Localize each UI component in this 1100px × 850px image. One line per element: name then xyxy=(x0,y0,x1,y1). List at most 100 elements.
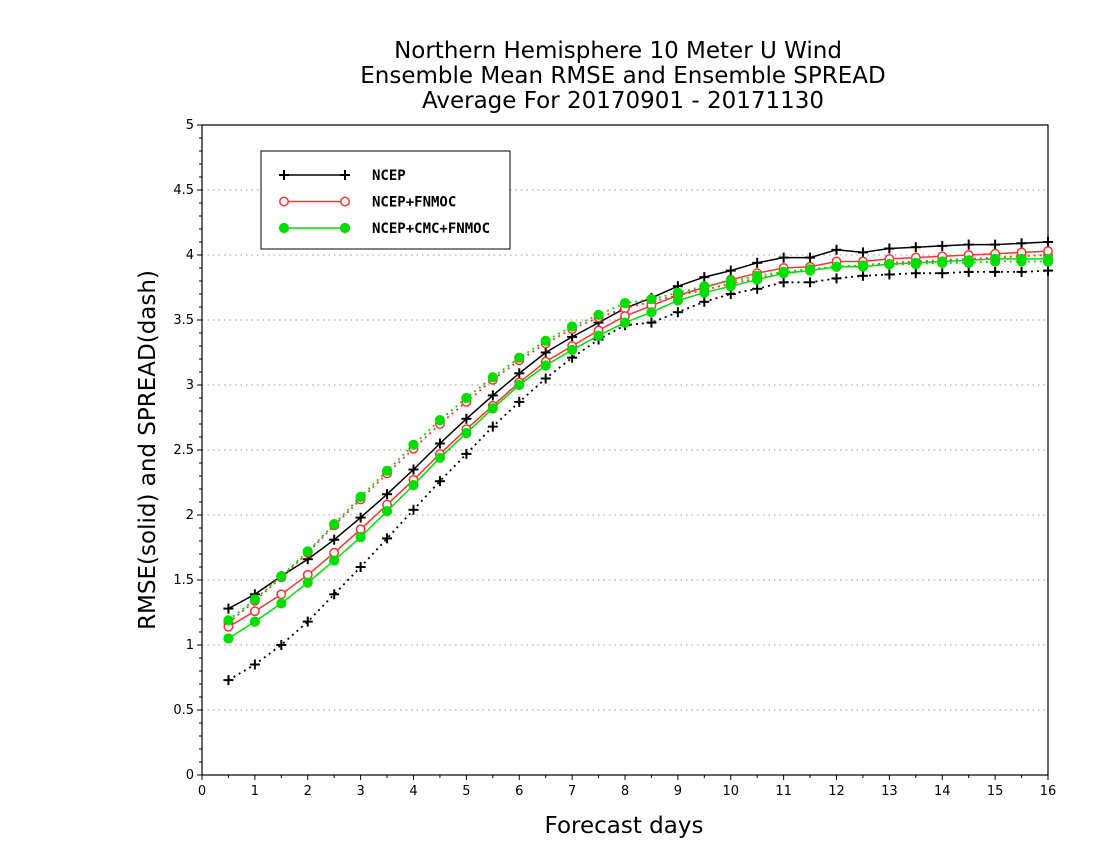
x-tick-label-5: 5 xyxy=(462,784,470,799)
y-tick-label-0: 0 xyxy=(186,768,194,783)
chart-title: Northern Hemisphere 10 Meter U Wind Ense… xyxy=(360,38,885,114)
legend-marker-start-ncep xyxy=(279,170,289,180)
y-tick-label-3: 1.5 xyxy=(173,573,194,588)
point-ncep-spread-24 xyxy=(857,270,868,281)
x-tick-label-10: 10 xyxy=(722,784,739,799)
legend: NCEP NCEP+FNMOC NCEP+CMC+FNMOC xyxy=(260,150,511,250)
y-tick-label-9: 4.5 xyxy=(173,183,194,198)
chart-title-line-3: Average For 20170901 - 20171130 xyxy=(422,88,824,114)
point-ncep-rmse-27 xyxy=(937,240,948,251)
point-ncep-cmc-fnmoc-rmse-22 xyxy=(804,265,816,276)
point-ncep-spread-8 xyxy=(434,476,445,487)
point-ncep-spread-16 xyxy=(646,317,657,328)
point-ncep-cmc-fnmoc-rmse-21 xyxy=(778,268,789,279)
y-tick-label-2: 1 xyxy=(186,638,194,653)
point-ncep-cmc-fnmoc-rmse-3 xyxy=(302,577,313,588)
point-ncep-cmc-fnmoc-rmse-24 xyxy=(857,261,869,272)
point-ncep-cmc-fnmoc-rmse-1 xyxy=(249,616,260,627)
x-tick-label-0: 0 xyxy=(198,784,206,799)
point-ncep-cmc-fnmoc-spread-5 xyxy=(355,491,366,502)
point-ncep-cmc-fnmoc-rmse-11 xyxy=(514,379,525,391)
x-axis-label: Forecast days xyxy=(545,813,704,839)
point-ncep-spread-22 xyxy=(805,277,816,288)
point-ncep-cmc-fnmoc-rmse-13 xyxy=(567,344,578,355)
point-ncep-spread-25 xyxy=(884,269,895,280)
point-ncep-cmc-fnmoc-rmse-2 xyxy=(276,598,287,609)
point-ncep-cmc-fnmoc-spread-6 xyxy=(381,465,393,476)
y-tick-label-5: 2.5 xyxy=(173,443,194,458)
point-ncep-cmc-fnmoc-rmse-28 xyxy=(963,255,974,266)
point-ncep-cmc-fnmoc-spread-16 xyxy=(646,294,657,305)
point-ncep-spread-18 xyxy=(699,296,710,307)
series-lines xyxy=(223,237,1054,686)
point-ncep-rmse-23 xyxy=(831,244,842,255)
point-ncep-spread-21 xyxy=(778,277,789,288)
point-ncep-cmc-fnmoc-rmse-26 xyxy=(910,257,921,268)
legend-marker-end-ncep-cmc-fnmoc xyxy=(339,222,351,234)
point-ncep-cmc-fnmoc-spread-3 xyxy=(302,546,313,557)
point-ncep-spread-7 xyxy=(408,504,419,515)
point-ncep-cmc-fnmoc-rmse-0 xyxy=(223,633,234,644)
point-ncep-cmc-fnmoc-spread-0 xyxy=(223,615,234,626)
point-ncep-fnmoc-rmse-1 xyxy=(249,606,260,617)
point-ncep-cmc-fnmoc-rmse-4 xyxy=(329,555,340,566)
point-ncep-rmse-20 xyxy=(752,257,763,268)
x-tick-label-16: 16 xyxy=(1040,784,1057,799)
point-ncep-rmse-6 xyxy=(382,489,393,500)
point-ncep-rmse-0 xyxy=(223,603,234,614)
point-ncep-cmc-fnmoc-spread-11 xyxy=(514,352,525,363)
point-ncep-spread-2 xyxy=(276,640,287,650)
point-ncep-rmse-29 xyxy=(990,239,1001,250)
point-ncep-fnmoc-rmse-2 xyxy=(276,589,287,600)
x-tick-label-6: 6 xyxy=(515,784,523,799)
point-ncep-cmc-fnmoc-spread-7 xyxy=(408,439,419,450)
y-tick-label-1: 0.5 xyxy=(173,703,194,718)
chart-title-line-2: Ensemble Mean RMSE and Ensemble SPREAD xyxy=(360,63,885,89)
point-ncep-cmc-fnmoc-rmse-8 xyxy=(434,452,446,463)
legend-label-ncep-cmc-fnmoc: NCEP+CMC+FNMOC xyxy=(372,221,490,237)
point-ncep-spread-26 xyxy=(910,268,921,279)
point-ncep-cmc-fnmoc-rmse-14 xyxy=(593,330,604,341)
point-ncep-rmse-28 xyxy=(963,239,974,250)
point-ncep-cmc-fnmoc-rmse-27 xyxy=(937,256,948,267)
x-tick-label-13: 13 xyxy=(881,784,898,799)
x-tick-label-2: 2 xyxy=(304,784,312,799)
series-ncep-cmc-fnmoc-rmse-line xyxy=(227,258,1048,640)
point-ncep-spread-20 xyxy=(752,283,763,294)
series-ncep-rmse-line xyxy=(228,241,1049,610)
point-ncep-rmse-5 xyxy=(355,512,366,523)
point-ncep-spread-10 xyxy=(487,421,498,432)
point-ncep-rmse-21 xyxy=(778,252,789,263)
point-ncep-spread-1 xyxy=(249,659,260,670)
point-ncep-cmc-fnmoc-spread-1 xyxy=(249,594,260,605)
point-ncep-rmse-9 xyxy=(461,413,472,424)
point-ncep-spread-30 xyxy=(1016,266,1027,277)
legend-label-ncep-fnmoc: NCEP+FNMOC xyxy=(372,195,456,211)
point-ncep-spread-29 xyxy=(990,266,1001,277)
chart-title-line-1: Northern Hemisphere 10 Meter U Wind xyxy=(394,38,842,64)
point-ncep-cmc-fnmoc-spread-14 xyxy=(593,309,604,320)
point-ncep-spread-23 xyxy=(831,273,842,284)
point-ncep-cmc-fnmoc-rmse-16 xyxy=(646,307,657,318)
point-ncep-spread-27 xyxy=(937,268,948,279)
point-ncep-cmc-fnmoc-rmse-7 xyxy=(408,480,419,491)
series-ncep-spread-line xyxy=(227,269,1049,681)
point-ncep-cmc-fnmoc-rmse-15 xyxy=(619,317,631,328)
point-ncep-spread-31 xyxy=(1043,265,1053,276)
point-ncep-rmse-12 xyxy=(540,347,551,358)
x-tick-label-12: 12 xyxy=(828,784,845,799)
y-tick-label-10: 5 xyxy=(186,118,194,133)
x-tick-label-3: 3 xyxy=(356,784,364,799)
x-tick-label-7: 7 xyxy=(568,784,576,799)
point-ncep-rmse-4 xyxy=(329,534,340,545)
x-tick-label-11: 11 xyxy=(775,784,792,799)
point-ncep-rmse-18 xyxy=(699,272,710,283)
point-ncep-cmc-fnmoc-rmse-25 xyxy=(884,259,895,270)
point-ncep-cmc-fnmoc-rmse-31 xyxy=(1042,253,1054,264)
legend-marker-start-ncep-cmc-fnmoc xyxy=(278,222,290,234)
point-ncep-spread-6 xyxy=(382,533,393,544)
point-ncep-cmc-fnmoc-rmse-17 xyxy=(672,295,683,306)
point-ncep-cmc-fnmoc-rmse-12 xyxy=(540,360,551,371)
point-ncep-cmc-fnmoc-spread-4 xyxy=(329,519,340,530)
